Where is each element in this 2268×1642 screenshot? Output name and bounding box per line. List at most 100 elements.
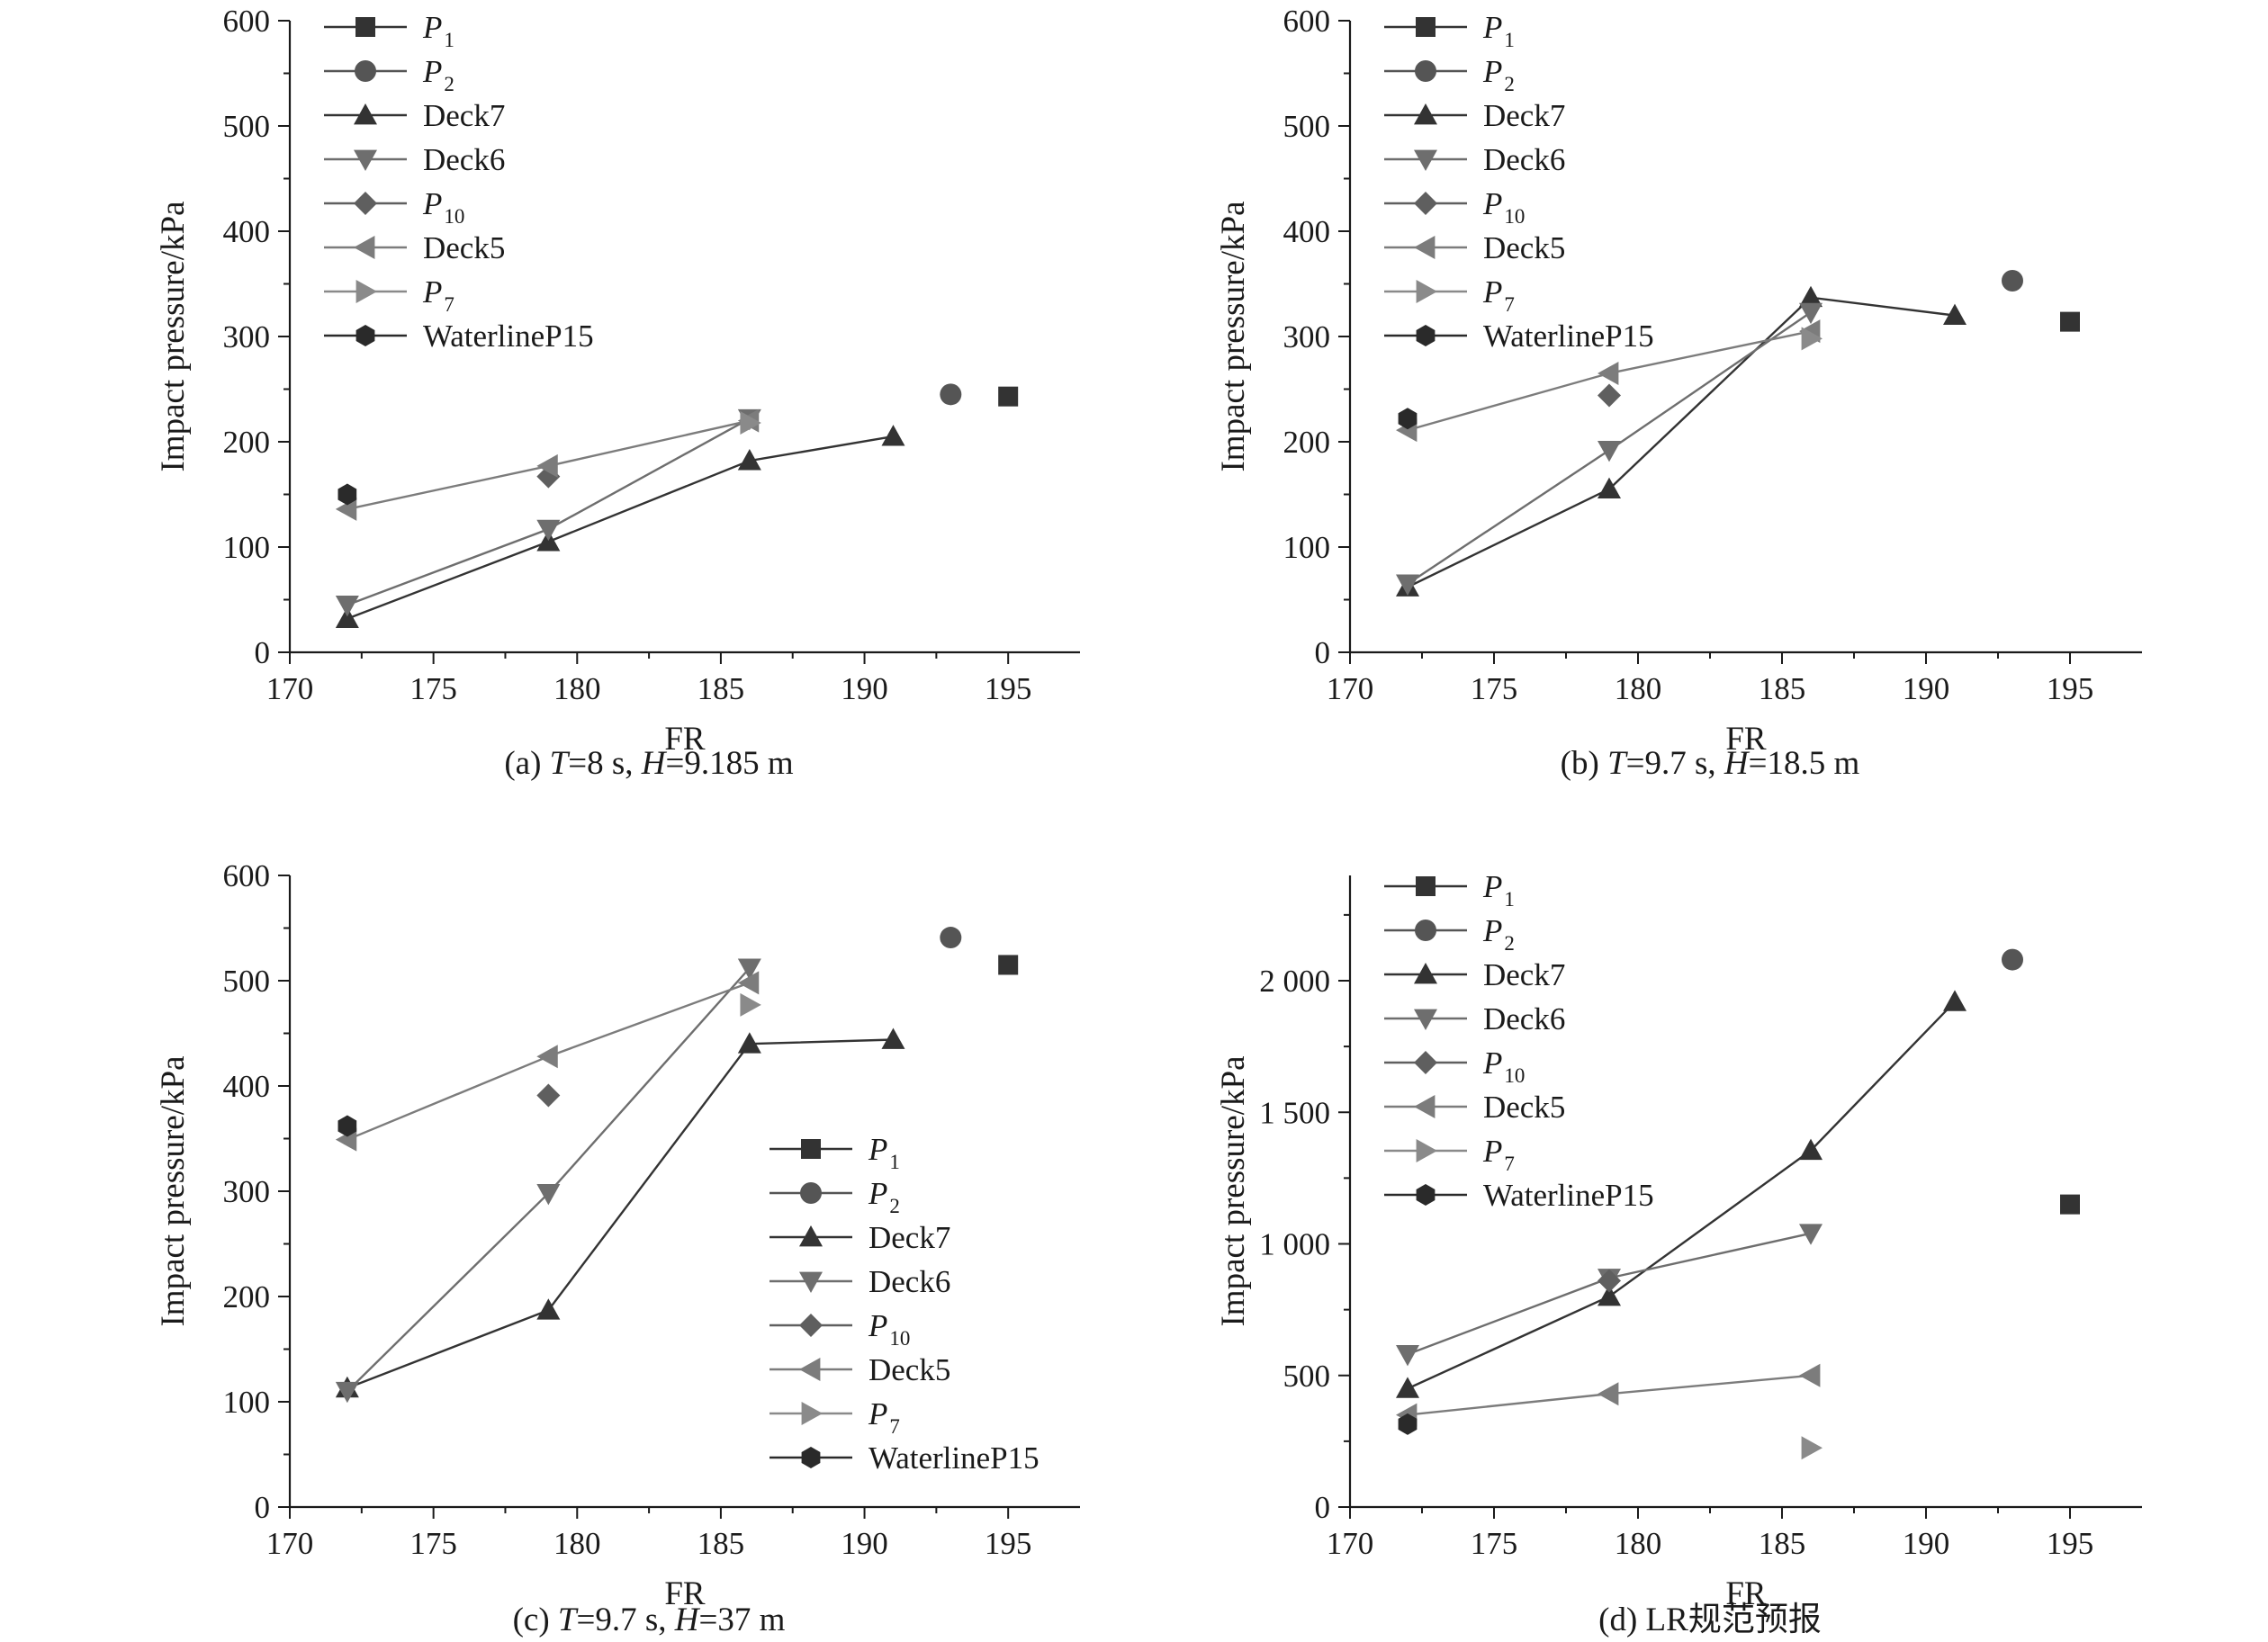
data-point-p10 (536, 1083, 561, 1108)
data-point-deck5 (335, 497, 357, 521)
x-tick-label: 180 (1615, 1526, 1662, 1561)
y-tick-label: 600 (223, 4, 271, 39)
y-tick-label: 1 000 (1259, 1227, 1330, 1262)
y-tick-label: 300 (1283, 319, 1331, 354)
legend-label-p1: P1 (1482, 869, 1515, 911)
legend-marker-deck6 (799, 1271, 823, 1293)
y-tick-label: 300 (223, 1174, 271, 1209)
data-point-p2 (940, 383, 962, 406)
data-point-deck7 (335, 606, 359, 628)
chart-panel: 0 100 200 300 400 500 600 170 175 180 185 190 195 FR I… (1215, 4, 2142, 782)
legend-marker-waterlinep15 (1416, 1184, 1436, 1206)
data-point-deck7 (1598, 477, 1621, 499)
chart-panel: 0 100 200 300 400 500 600 170 175 180 185 190 195 FR I… (155, 4, 1080, 782)
legend-marker-deck7 (1414, 963, 1437, 984)
x-tick-label: 190 (1903, 1526, 1950, 1561)
legend-marker-p1 (356, 17, 375, 37)
data-point-p7 (1801, 1436, 1822, 1460)
data-point-p1 (2060, 311, 2080, 332)
legend-marker-deck7 (799, 1225, 823, 1247)
legend-marker-waterlinep15 (356, 325, 375, 346)
data-point-deck7 (737, 1032, 761, 1054)
y-tick-label: 500 (1283, 1359, 1331, 1394)
legend-label-deck5: Deck5 (1483, 1090, 1565, 1125)
series-line-deck6 (346, 967, 751, 1393)
data-point-deck6 (536, 1183, 561, 1206)
data-point-deck7 (536, 1298, 561, 1320)
data-point-deck7 (881, 1027, 905, 1049)
legend-marker-deck6 (354, 149, 377, 171)
legend-marker-p1 (801, 1139, 821, 1159)
data-point-deck7 (1396, 1377, 1419, 1398)
data-point-deck6 (1396, 1344, 1419, 1367)
x-tick-label: 195 (985, 671, 1032, 706)
legend-marker-waterlinep15 (801, 1447, 821, 1468)
x-tick-label: 195 (2047, 671, 2094, 706)
data-point-deck7 (1799, 1138, 1822, 1161)
legend-marker-p10 (354, 192, 377, 215)
legend-marker-deck7 (1414, 103, 1437, 125)
legend-marker-waterlinep15 (1416, 325, 1436, 346)
legend-marker-p10 (1414, 1051, 1437, 1074)
legend-marker-p2 (800, 1182, 822, 1204)
legend-marker-deck6 (1414, 1009, 1437, 1030)
data-point-waterlinep15 (338, 1115, 357, 1137)
legend-label-deck7: Deck7 (868, 1220, 950, 1255)
data-point-deck6 (737, 958, 761, 980)
legend-marker-p10 (799, 1314, 823, 1337)
x-tick-label: 170 (266, 671, 314, 706)
legend-marker-p7 (1416, 1139, 1437, 1162)
data-point-deck6 (1598, 440, 1621, 462)
legend-marker-deck5 (799, 1358, 821, 1381)
y-tick-label: 500 (1283, 109, 1331, 144)
legend-label-p2: P2 (1482, 54, 1515, 95)
legend-marker-deck6 (1414, 149, 1437, 171)
panel-caption: (d) LR规范预报 (1598, 1602, 1822, 1638)
legend-label-p10: P10 (1482, 186, 1525, 228)
x-tick-label: 190 (1903, 671, 1950, 706)
x-axis-title: FR (1725, 1575, 1767, 1612)
y-tick-label: 2 000 (1259, 964, 1330, 999)
x-tick-label: 195 (985, 1526, 1032, 1561)
legend-marker-p7 (801, 1402, 823, 1425)
x-tick-label: 180 (554, 671, 601, 706)
legend-label-deck6: Deck6 (1483, 1001, 1565, 1036)
data-point-deck5 (536, 1045, 558, 1069)
series-line-deck7 (346, 435, 894, 620)
y-tick-label: 300 (223, 319, 271, 354)
series-line-deck7 (1407, 1000, 1956, 1390)
data-point-deck5 (1598, 361, 1619, 385)
legend-marker-p7 (1416, 280, 1437, 303)
x-tick-label: 185 (1759, 1526, 1806, 1561)
y-tick-label: 100 (223, 530, 271, 565)
x-tick-label: 185 (698, 1526, 745, 1561)
y-tick-label: 0 (1315, 1490, 1331, 1525)
y-tick-label: 400 (1283, 214, 1331, 249)
legend-marker-p1 (1416, 17, 1436, 37)
y-axis-title: Impact pressure/kPa (1215, 201, 1252, 471)
legend-label-waterlinep15: WaterlineP15 (1483, 1178, 1654, 1213)
y-tick-label: 600 (223, 858, 271, 893)
legend-label-p7: P7 (1482, 1134, 1515, 1175)
data-point-deck6 (1799, 1224, 1822, 1245)
y-tick-label: 600 (1283, 4, 1331, 39)
chart-panel: 0 500 1 000 1 500 2 000 170 175 180 185 190 195 FR I… (1215, 869, 2142, 1638)
legend-label-p10: P10 (1482, 1045, 1525, 1087)
data-point-p1 (998, 386, 1019, 407)
legend-label-p10: P10 (868, 1308, 910, 1350)
y-tick-label: 100 (223, 1385, 271, 1420)
data-point-deck7 (1598, 1285, 1621, 1306)
legend-label-p7: P7 (422, 274, 454, 316)
data-point-deck6 (1799, 302, 1822, 325)
y-tick-label: 400 (223, 1069, 271, 1104)
panel-caption: (c) T=9.7 s, H=37 m (513, 1602, 786, 1638)
legend-label-deck6: Deck6 (868, 1264, 950, 1299)
legend-label-deck5: Deck5 (868, 1352, 950, 1387)
legend-label-p1: P1 (868, 1132, 900, 1173)
y-tick-label: 1 500 (1259, 1095, 1330, 1130)
series-line-deck6 (346, 417, 751, 606)
